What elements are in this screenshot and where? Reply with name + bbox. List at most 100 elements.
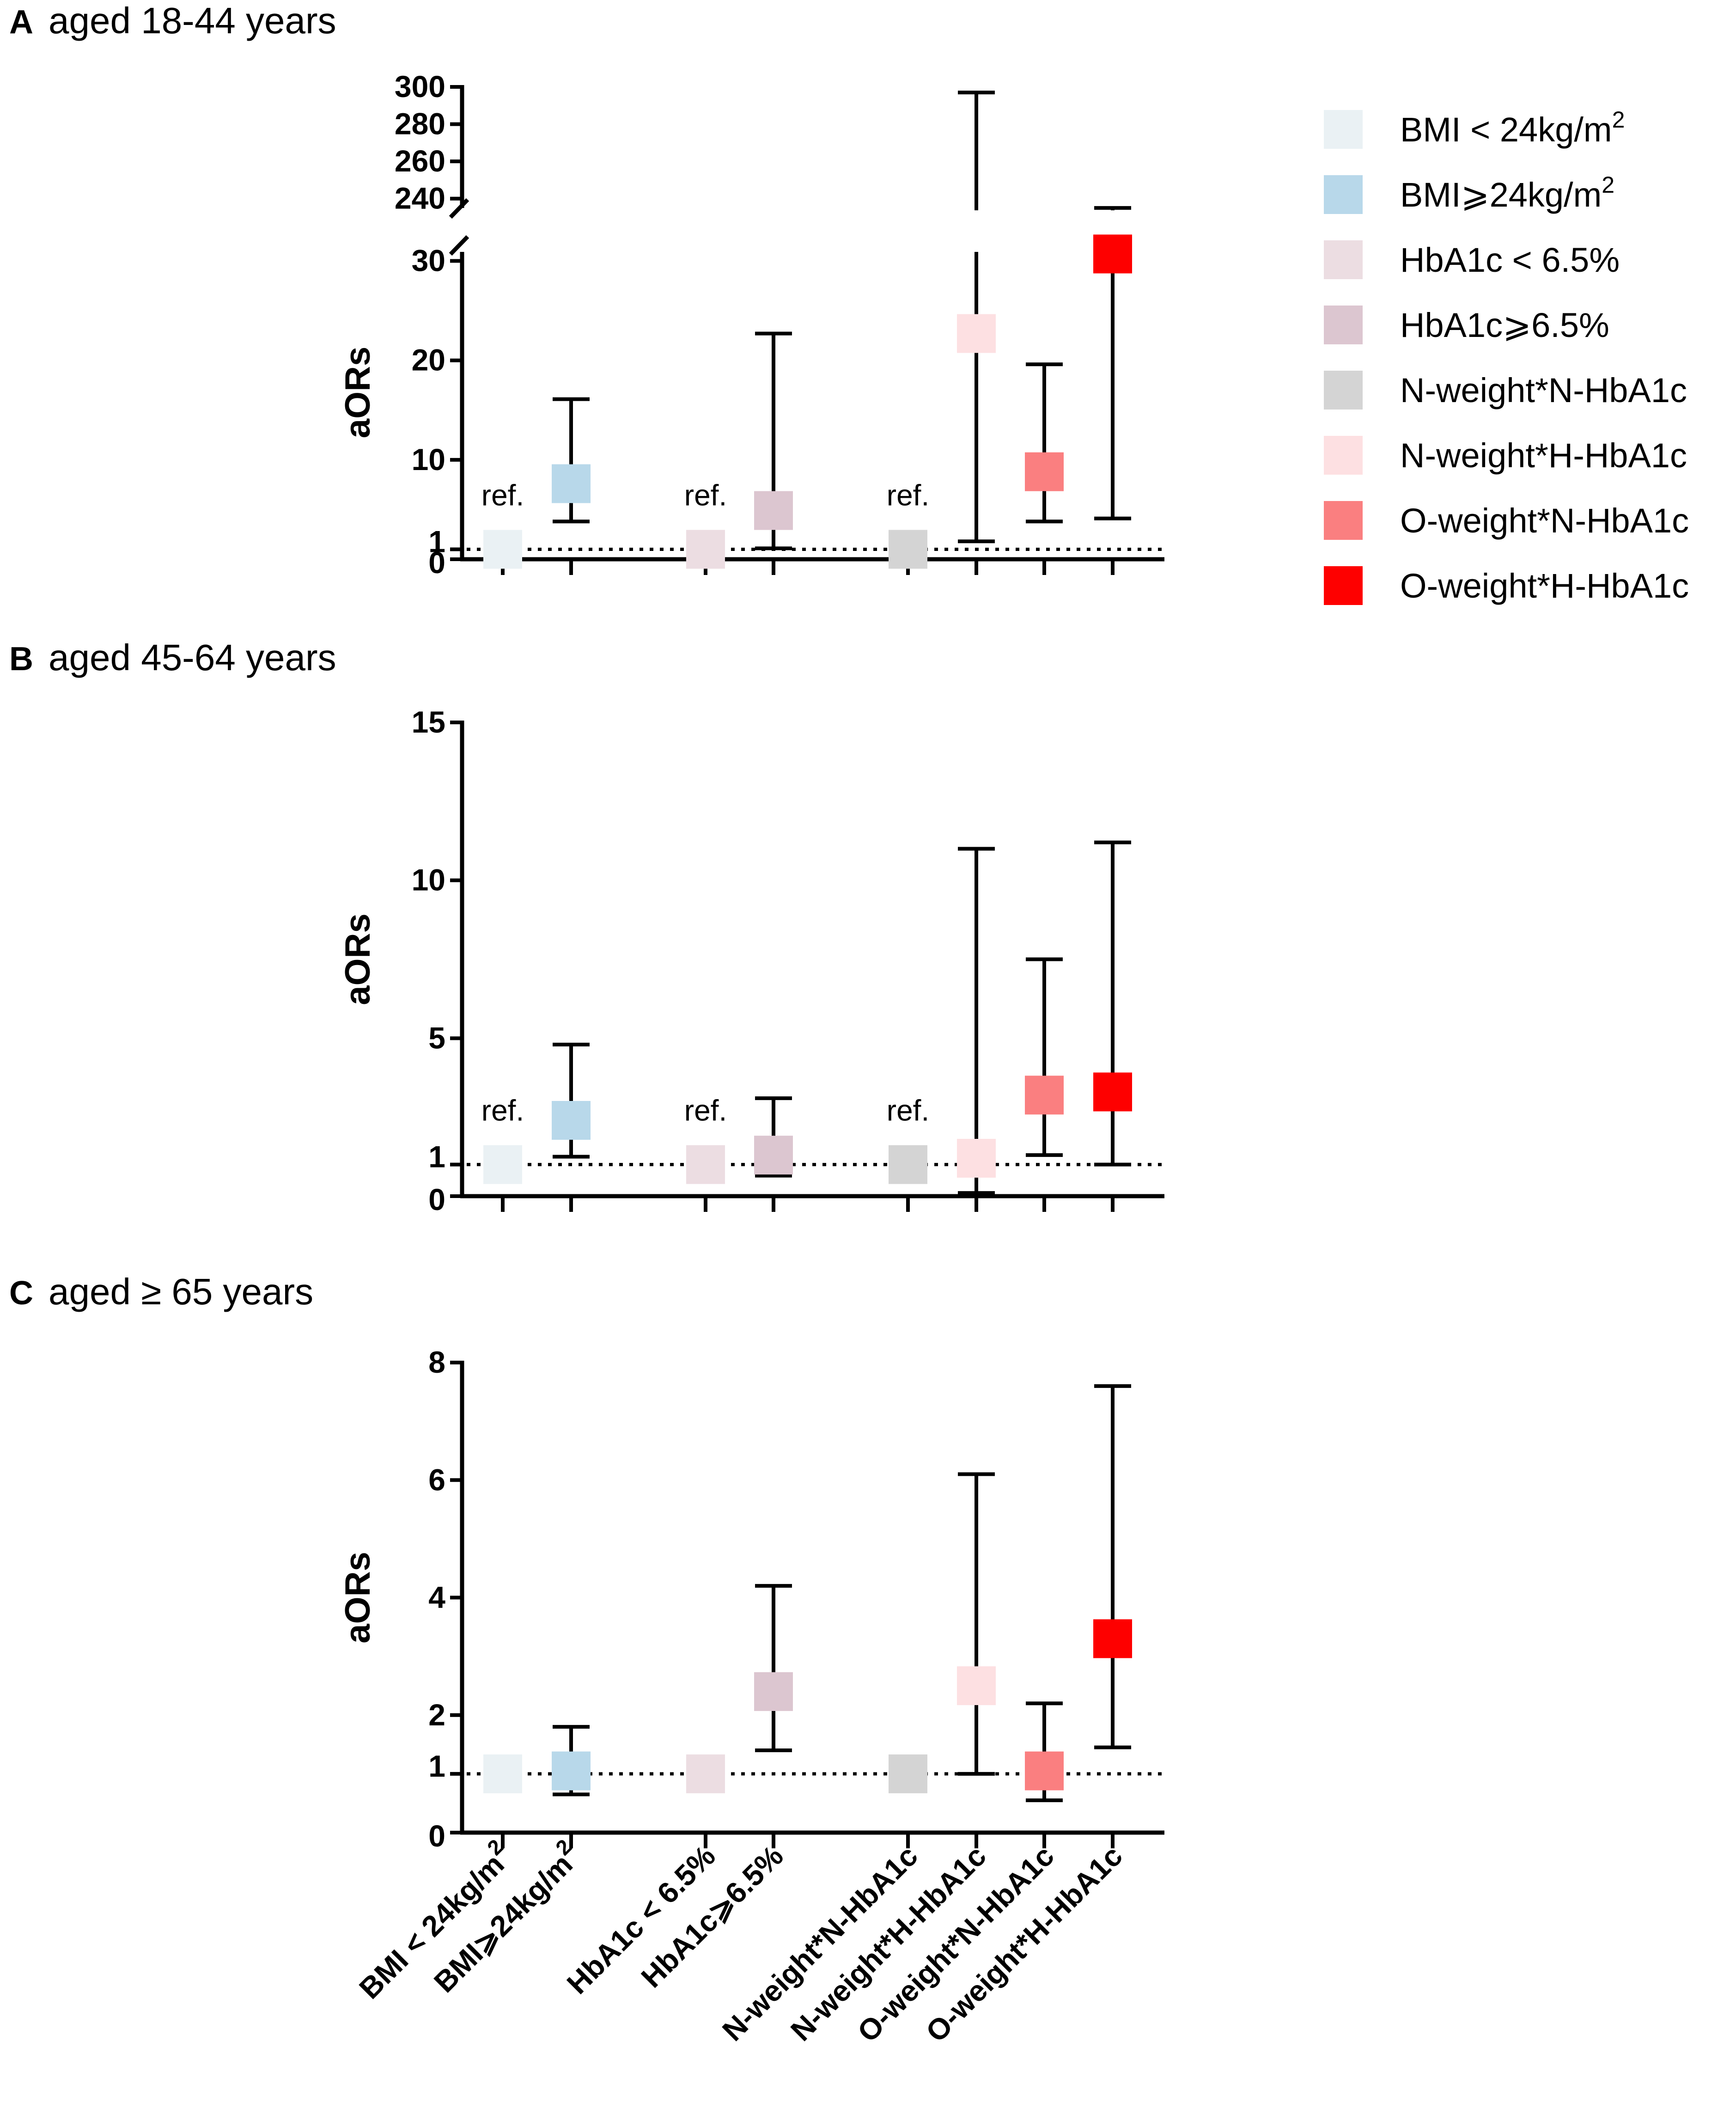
y-tick-label: 260 — [395, 144, 445, 178]
y-tick-label: 2 — [428, 1698, 445, 1732]
y-tick-label: 20 — [412, 343, 445, 377]
legend-label: HbA1c⩾6.5% — [1400, 306, 1609, 344]
y-tick-label: 10 — [412, 442, 445, 477]
axis-break-mark-top — [449, 198, 469, 219]
ref-label: ref. — [481, 478, 524, 512]
panel-title-B: aged 45-64 years — [49, 637, 336, 678]
panel-letter-A: A — [9, 4, 33, 41]
point-marker — [889, 530, 927, 569]
point-marker — [552, 1101, 591, 1140]
y-tick-label: 6 — [428, 1462, 445, 1497]
legend-swatch — [1324, 110, 1363, 149]
y-tick-label: 1 — [428, 1140, 445, 1174]
point-marker — [889, 1754, 927, 1793]
panel-title-C: aged ≥ 65 years — [49, 1271, 313, 1312]
ref-label: ref. — [481, 1094, 524, 1127]
point-marker — [552, 464, 591, 503]
legend-label-sup: 2 — [1602, 172, 1614, 198]
point-marker — [957, 1139, 996, 1178]
legend-item: BMI⩾24kg/m2 — [1324, 172, 1614, 214]
y-tick-label: 15 — [412, 705, 445, 739]
legend-item: N-weight*N-HbA1c — [1324, 371, 1687, 410]
point-marker — [1093, 1072, 1132, 1112]
legend-swatch — [1324, 436, 1363, 475]
legend-swatch — [1324, 501, 1363, 540]
panel-letter-B: B — [9, 641, 33, 678]
ref-label: ref. — [684, 478, 727, 512]
point-marker — [957, 1666, 996, 1705]
legend-label-sup: 2 — [1612, 107, 1625, 133]
legend-label-main: N-weight*H-HbA1c — [1400, 436, 1687, 475]
point-marker — [686, 1754, 725, 1793]
ref-label: ref. — [684, 1094, 727, 1127]
legend-label-main: BMI⩾24kg/m — [1400, 176, 1602, 214]
legend-item: O-weight*H-HbA1c — [1324, 566, 1689, 605]
legend-item: N-weight*H-HbA1c — [1324, 436, 1687, 475]
y-tick-label: 4 — [428, 1580, 445, 1614]
ref-label: ref. — [887, 478, 929, 512]
point-marker — [754, 1136, 793, 1175]
y-tick-label: 280 — [395, 107, 445, 141]
point-marker — [1025, 1751, 1064, 1791]
point-marker — [889, 1145, 927, 1184]
point-marker — [686, 530, 725, 569]
point-marker — [686, 1145, 725, 1184]
legend-label-main: HbA1c⩾6.5% — [1400, 306, 1609, 344]
panel-letter-C: C — [9, 1275, 33, 1312]
legend-item: O-weight*N-HbA1c — [1324, 501, 1689, 540]
y-axis-label-C: aORs — [338, 1552, 378, 1644]
point-marker — [552, 1751, 591, 1791]
legend-swatch — [1324, 371, 1363, 410]
legend-label: BMI⩾24kg/m2 — [1400, 172, 1614, 214]
legend-item: BMI < 24kg/m2 — [1324, 107, 1625, 149]
y-tick-label: 30 — [412, 244, 445, 278]
legend-label: N-weight*H-HbA1c — [1400, 436, 1687, 475]
point-marker — [1093, 234, 1132, 274]
legend-swatch — [1324, 566, 1363, 605]
y-tick-label: 300 — [395, 69, 445, 104]
y-tick-label: 1 — [428, 1749, 445, 1783]
y-tick-label: 0 — [428, 1819, 445, 1853]
legend-label: BMI < 24kg/m2 — [1400, 107, 1625, 149]
legend-label: O-weight*H-HbA1c — [1400, 567, 1689, 605]
point-marker — [1093, 1619, 1132, 1658]
legend-label-main: O-weight*H-HbA1c — [1400, 567, 1689, 605]
legend-swatch — [1324, 240, 1363, 279]
y-tick-label: 1 — [428, 524, 445, 558]
legend-label: O-weight*N-HbA1c — [1400, 501, 1689, 540]
legend-label-main: N-weight*N-HbA1c — [1400, 371, 1687, 410]
point-marker — [1025, 1076, 1064, 1115]
y-axis-label-B: aORs — [338, 913, 378, 1005]
y-tick-label: 240 — [395, 181, 445, 215]
point-marker — [483, 1145, 522, 1184]
point-marker — [1025, 452, 1064, 491]
legend-swatch — [1324, 306, 1363, 344]
point-marker — [754, 491, 793, 530]
legend-item: HbA1c⩾6.5% — [1324, 306, 1609, 344]
y-axis-label-A: aORs — [338, 347, 378, 439]
y-tick-label: 0 — [428, 1182, 445, 1216]
legend-label-main: HbA1c < 6.5% — [1400, 241, 1620, 279]
y-tick-label: 5 — [428, 1021, 445, 1055]
ref-label: ref. — [887, 1094, 929, 1127]
y-tick-label: 10 — [412, 863, 445, 897]
point-marker — [483, 1754, 522, 1793]
point-marker — [483, 530, 522, 569]
y-tick-label: 0 — [428, 545, 445, 580]
panel-title-A: aged 18-44 years — [49, 0, 336, 41]
legend-swatch — [1324, 175, 1363, 214]
legend-label: HbA1c < 6.5% — [1400, 241, 1620, 279]
legend-label: N-weight*N-HbA1c — [1400, 371, 1687, 410]
axis-break-mark-bottom — [449, 235, 469, 256]
point-marker — [957, 314, 996, 353]
point-marker — [754, 1672, 793, 1711]
legend-item: HbA1c < 6.5% — [1324, 240, 1620, 279]
legend-label-main: O-weight*N-HbA1c — [1400, 501, 1689, 540]
y-tick-label: 8 — [428, 1345, 445, 1379]
